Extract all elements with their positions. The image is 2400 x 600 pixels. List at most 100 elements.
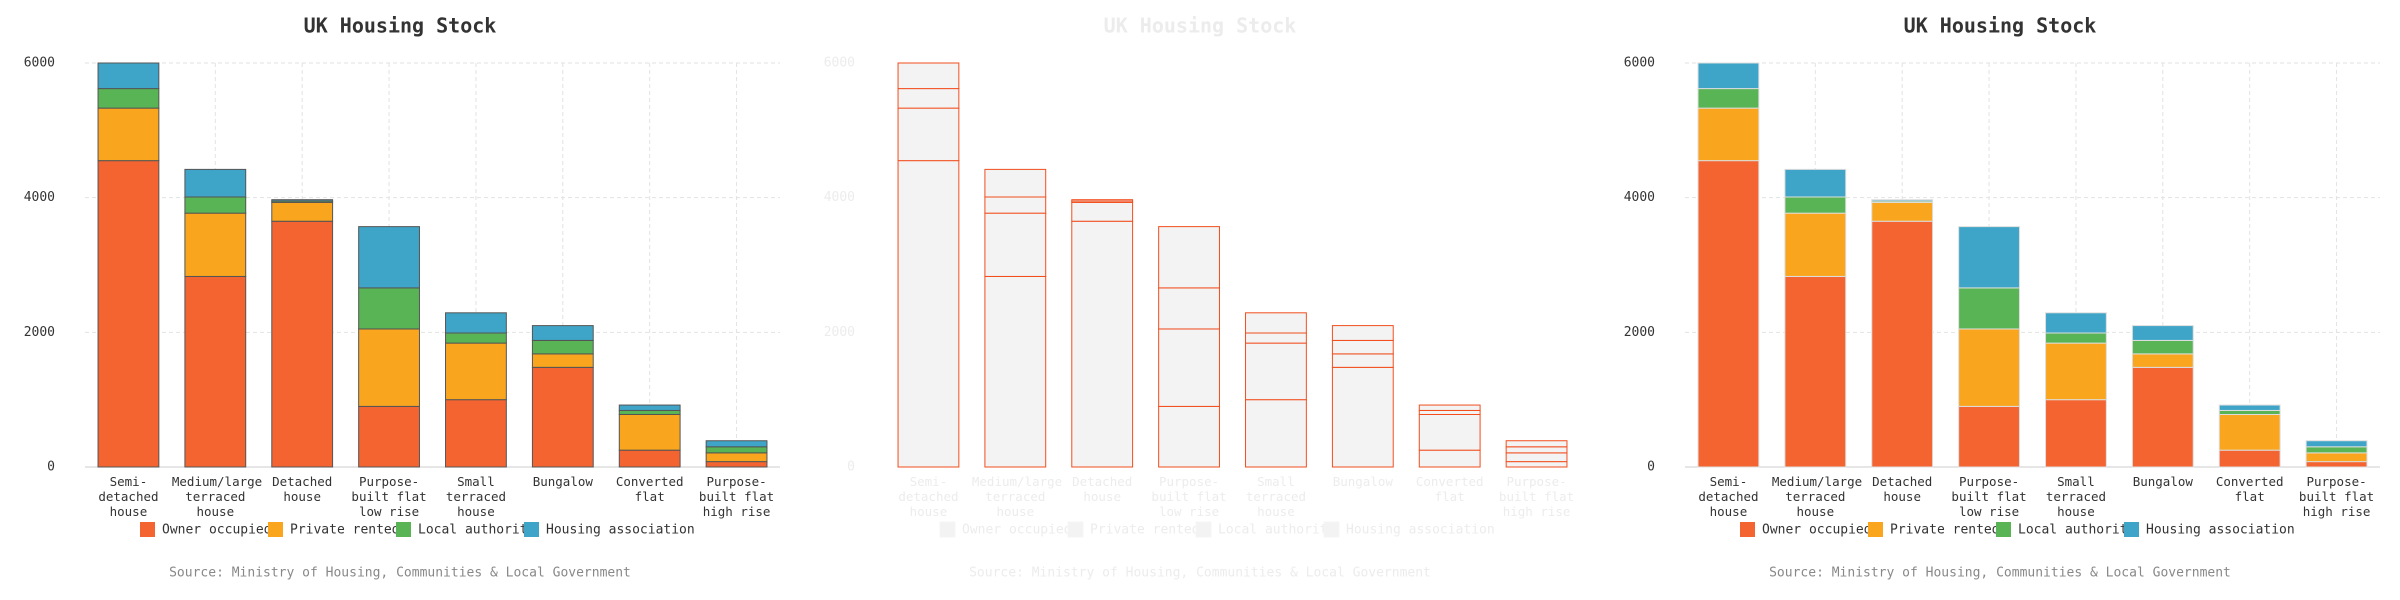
bar-segment — [618, 404, 681, 411]
bar-segment — [445, 332, 507, 344]
legend-label: Local authority — [418, 523, 536, 538]
bar-segment — [184, 196, 247, 214]
bar-segment — [1418, 404, 1481, 411]
bar-segment — [2045, 342, 2107, 401]
chart-title: UK Housing Stock — [1104, 14, 1297, 38]
bar-segment — [1871, 199, 1934, 202]
bar-segment — [184, 275, 247, 468]
x-tick-label: Small terraced house — [2045, 474, 2107, 519]
bar-segment — [358, 405, 420, 468]
bar-segment — [1071, 201, 1134, 222]
bar-segment — [2305, 461, 2368, 468]
legend-swatch — [1195, 521, 1212, 538]
bar-segment — [2045, 312, 2107, 334]
bar-segment — [1071, 199, 1134, 202]
bar-segment — [2218, 449, 2281, 468]
legend-swatch — [524, 522, 539, 537]
legend-label: Housing association — [546, 523, 695, 538]
legend-swatch — [140, 522, 155, 537]
bar-segment — [1697, 62, 1760, 90]
bar-segment — [705, 461, 768, 468]
bar-segment — [984, 275, 1047, 468]
x-tick-label: Purpose-built flat low rise — [351, 474, 427, 519]
legend-label: Local authority — [1218, 523, 1336, 538]
bar-segment — [1158, 405, 1220, 468]
x-tick-label: Bungalow — [532, 474, 593, 489]
legend-swatch — [1067, 521, 1084, 538]
x-tick-label: Purpose-built flat high rise — [1498, 474, 1575, 519]
bar-segment — [358, 287, 420, 330]
bar-segment — [1418, 409, 1481, 415]
bar-segment — [1958, 328, 2020, 407]
bar-segment — [97, 107, 160, 162]
legend-swatch — [1323, 521, 1340, 538]
x-tick-label: Small terraced house — [1245, 474, 1307, 519]
x-tick-label: Converted flat — [2215, 474, 2284, 504]
legend-swatch — [1996, 522, 2011, 537]
bar-segment — [705, 440, 768, 448]
bar-segment — [1158, 287, 1220, 330]
x-tick-label: Purpose-built flat low rise — [1951, 474, 2027, 519]
bar-segment — [897, 88, 960, 109]
bar-segment — [531, 325, 594, 341]
bar-segment — [2218, 413, 2281, 451]
bar-segment — [984, 168, 1047, 198]
y-tick-label: 0 — [847, 460, 855, 475]
bar-segment — [2131, 353, 2194, 368]
legend-swatch — [268, 522, 283, 537]
x-tick-label: Semi-detached house — [1698, 474, 1759, 519]
bar-segment — [1505, 446, 1568, 454]
bar-segment — [1331, 325, 1394, 341]
bar-segment — [358, 226, 420, 289]
bar-segment — [1958, 287, 2020, 330]
bar-segment — [2131, 366, 2194, 468]
chart: UK Housing Stock 0 2000 4000 6000 Owner occup… — [24, 14, 780, 581]
bar-segment — [1158, 226, 1220, 289]
chart-title: UK Housing Stock — [1904, 14, 2097, 38]
bar-segment — [1331, 366, 1394, 468]
x-tick-label: Medium/large terraced house — [1771, 474, 1863, 519]
bar-segment — [1784, 275, 1847, 468]
bar-segment — [2045, 332, 2107, 344]
bar-segment — [897, 107, 960, 162]
bar-segment — [2131, 325, 2194, 341]
bar-segment — [184, 212, 247, 277]
bar-segment — [1784, 196, 1847, 214]
chart: UK Housing Stock 0 2000 4000 6000 Owner occup… — [1624, 14, 2380, 581]
legend-swatch — [2124, 522, 2139, 537]
legend-label: Private rented — [290, 523, 400, 538]
chart-title: UK Housing Stock — [304, 14, 497, 38]
bar-segment — [1071, 220, 1134, 468]
bar-segment — [984, 212, 1047, 277]
bar-segment — [1418, 449, 1481, 468]
y-tick-label: 2000 — [1624, 325, 1655, 340]
bar-segment — [1245, 332, 1307, 344]
bar-segment — [1505, 461, 1568, 468]
bar-segment — [531, 366, 594, 468]
bar-segment — [1331, 339, 1394, 355]
legend-label: Housing association — [2146, 523, 2295, 538]
legend-label: Housing association — [1346, 523, 1495, 538]
bar-segment — [1158, 328, 1220, 407]
legend-label: Owner occupied — [1762, 523, 1872, 538]
bar-segment — [1697, 160, 1760, 468]
x-tick-label: Detached house — [272, 474, 333, 504]
y-tick-label: 6000 — [1624, 56, 1655, 71]
chart-panel: UK Housing Stock 0 2000 4000 6000 Owner occup… — [800, 0, 1600, 600]
x-tick-label: Detached house — [1872, 474, 1933, 504]
y-tick-label: 4000 — [824, 190, 855, 205]
source-note: Source: Ministry of Housing, Communities… — [1769, 566, 2231, 581]
source-note: Source: Ministry of Housing, Communities… — [969, 566, 1431, 581]
bar-segment — [2218, 404, 2281, 411]
bar-segment — [984, 196, 1047, 214]
bar-segment — [1958, 226, 2020, 289]
bar-segment — [2305, 440, 2368, 448]
bar-segment — [271, 199, 334, 202]
bar-segment — [1871, 201, 1934, 222]
bar-segment — [705, 446, 768, 454]
legend-label: Owner occupied — [962, 523, 1072, 538]
bar-segment — [531, 339, 594, 355]
x-tick-label: Purpose-built flat high rise — [2298, 474, 2375, 519]
bar-segment — [358, 328, 420, 407]
bar-segment — [1245, 399, 1307, 468]
